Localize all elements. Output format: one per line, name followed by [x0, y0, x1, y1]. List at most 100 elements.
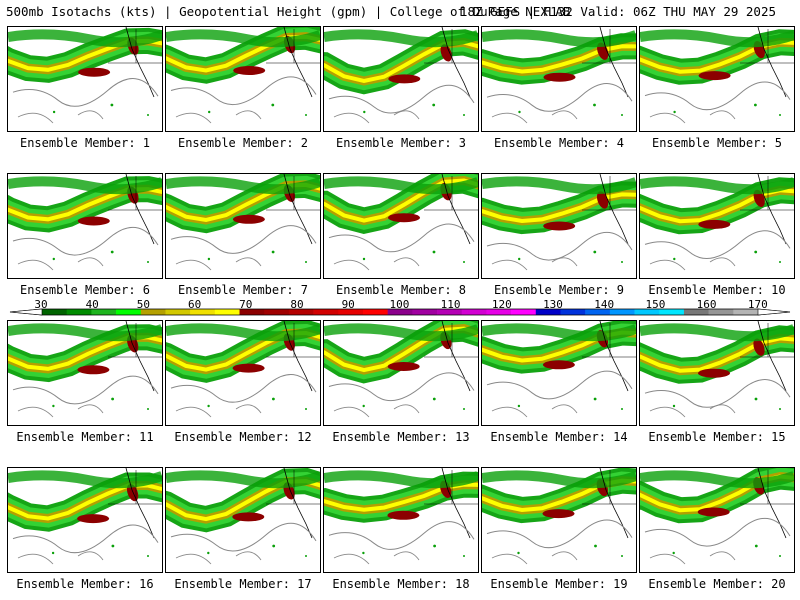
isotach-map — [640, 174, 794, 278]
colorbar-tick-label: 130 — [543, 298, 563, 311]
colorbar-swatch — [190, 309, 216, 315]
isotach-map — [324, 174, 478, 278]
ensemble-map-panel — [639, 173, 795, 279]
colorbar-tick-label: 30 — [34, 298, 48, 311]
colorbar-tick-label: 120 — [491, 298, 512, 311]
colorbar-swatch — [511, 309, 537, 315]
colorbar-tick-label: 70 — [239, 298, 253, 311]
ensemble-map-panel — [323, 173, 479, 279]
ensemble-member-label: Ensemble Member: 12 — [174, 430, 312, 444]
colorbar-swatch — [486, 309, 512, 315]
colorbar-swatch — [560, 309, 586, 315]
colorbar-swatch — [140, 309, 166, 315]
ensemble-member-label: Ensemble Member: 1 — [19, 136, 151, 150]
ensemble-member-label: Ensemble Member: 7 — [177, 283, 309, 297]
colorbar-tick-label: 160 — [696, 298, 717, 311]
ensemble-member-label: Ensemble Member: 6 — [19, 283, 151, 297]
ensemble-member-label: Ensemble Member: 14 — [490, 430, 628, 444]
colorbar-swatch — [288, 309, 314, 315]
ensemble-map-panel — [639, 320, 795, 426]
isotach-map — [8, 174, 162, 278]
ensemble-member-label: Ensemble Member: 3 — [335, 136, 467, 150]
colorbar-graphic — [9, 308, 791, 316]
colorbar-swatch — [535, 309, 561, 315]
ensemble-map-panel — [481, 467, 637, 573]
colorbar-swatch — [239, 309, 265, 315]
colorbar-swatch — [634, 309, 660, 315]
colorbar-swatch — [338, 309, 364, 315]
colorbar-swatch — [387, 309, 413, 315]
ensemble-map-panel — [7, 26, 163, 132]
colorbar-swatch — [91, 309, 117, 315]
ensemble-map-panel — [639, 26, 795, 132]
colorbar-swatch — [165, 309, 191, 315]
ensemble-member-label: Ensemble Member: 17 — [174, 577, 312, 591]
colorbar-swatch — [42, 309, 67, 315]
colorbar-tick-label: 50 — [136, 298, 151, 311]
ensemble-map-panel — [323, 26, 479, 132]
colorbar-min-arrow — [9, 308, 43, 316]
colorbar-swatch — [708, 309, 734, 315]
isotach-map — [324, 468, 478, 572]
isotach-map — [166, 27, 320, 131]
colorbar-swatch — [214, 309, 240, 315]
isotach-map — [8, 468, 162, 572]
ensemble-member-label: Ensemble Member: 8 — [335, 283, 467, 297]
isotach-colorbar — [0, 296, 800, 320]
isotach-map — [8, 27, 162, 131]
isotach-map — [482, 27, 636, 131]
isotach-map — [324, 321, 478, 425]
colorbar-tick-label: 150 — [645, 298, 666, 311]
isotach-map — [640, 321, 794, 425]
colorbar-swatch — [116, 309, 142, 315]
colorbar-tick-label: 170 — [747, 298, 768, 311]
ensemble-member-label: Ensemble Member: 9 — [493, 283, 625, 297]
colorbar-swatch — [733, 309, 759, 315]
colorbar-swatch — [313, 309, 339, 315]
isotach-map — [640, 468, 794, 572]
colorbar-tick-label: 60 — [187, 298, 202, 311]
ensemble-member-label: Ensemble Member: 5 — [651, 136, 783, 150]
ensemble-member-label: Ensemble Member: 19 — [490, 577, 628, 591]
ensemble-map-panel — [7, 467, 163, 573]
ensemble-member-label: Ensemble Member: 4 — [493, 136, 625, 150]
ensemble-member-label: Ensemble Member: 11 — [16, 430, 154, 444]
ensemble-map-panel — [323, 320, 479, 426]
colorbar-tick-label: 80 — [290, 298, 304, 311]
isotach-map — [640, 27, 794, 131]
colorbar-swatch — [659, 309, 685, 315]
ensemble-member-label: Ensemble Member: 13 — [332, 430, 470, 444]
ensemble-map-panel — [639, 467, 795, 573]
isotach-map — [166, 468, 320, 572]
colorbar-tick-label: 40 — [85, 298, 99, 311]
map-title: 500mb Isotachs (kts) | Geopotential Heig… — [6, 4, 571, 19]
colorbar-tick-label: 140 — [594, 298, 615, 311]
isotach-map — [324, 27, 478, 131]
run-valid-time: 18Z GEFS | F132 Valid: 06Z THU MAY 29 20… — [459, 4, 776, 19]
ensemble-map-panel — [165, 173, 321, 279]
colorbar-swatch — [437, 309, 463, 315]
isotach-map — [166, 321, 320, 425]
ensemble-member-label: Ensemble Member: 15 — [648, 430, 786, 444]
colorbar-swatch — [683, 309, 709, 315]
ensemble-map-panel — [481, 320, 637, 426]
ensemble-map-panel — [481, 173, 637, 279]
isotach-map — [482, 468, 636, 572]
colorbar-swatch — [585, 309, 611, 315]
isotach-map — [166, 174, 320, 278]
colorbar-swatch — [412, 309, 438, 315]
isotach-map — [482, 321, 636, 425]
ensemble-map-panel — [481, 26, 637, 132]
colorbar-max-arrow — [757, 308, 791, 316]
ensemble-map-panel — [323, 467, 479, 573]
colorbar-tick-label: 90 — [341, 298, 355, 311]
ensemble-member-label: Ensemble Member: 2 — [177, 136, 309, 150]
ensemble-map-panel — [7, 173, 163, 279]
colorbar-swatch — [609, 309, 635, 315]
ensemble-member-label: Ensemble Member: 10 — [648, 283, 786, 297]
colorbar-swatch — [66, 309, 92, 315]
ensemble-map-panel — [7, 320, 163, 426]
ensemble-map-panel — [165, 26, 321, 132]
ensemble-map-panel — [165, 320, 321, 426]
ensemble-member-label: Ensemble Member: 16 — [16, 577, 154, 591]
